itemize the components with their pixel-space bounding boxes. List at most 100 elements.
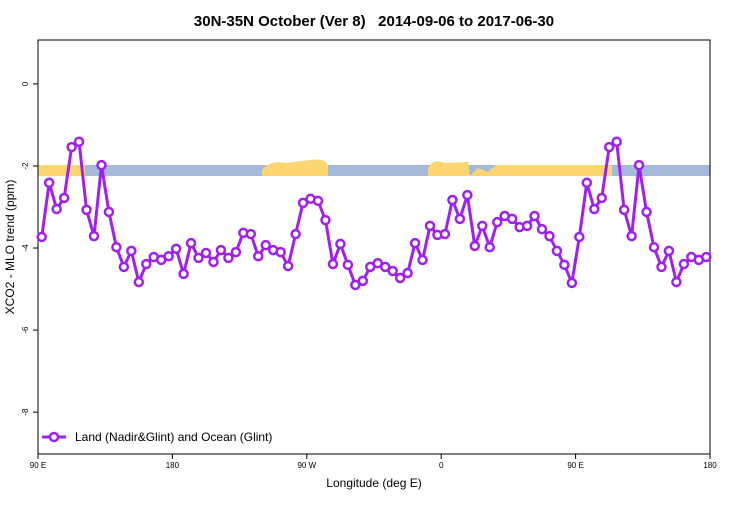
data-point	[574, 231, 585, 243]
data-point	[245, 228, 257, 240]
data-point	[297, 197, 309, 209]
data-point	[178, 268, 189, 280]
land-band	[38, 165, 85, 176]
data-point	[536, 223, 548, 235]
data-point	[447, 194, 458, 206]
data-point	[454, 213, 466, 225]
data-point	[66, 141, 77, 153]
data-point	[671, 276, 682, 288]
x-tick-label: 90 E	[567, 461, 583, 470]
data-point	[163, 250, 174, 262]
data-point	[529, 210, 540, 222]
data-point	[439, 228, 451, 240]
data-point	[469, 240, 481, 252]
data-point	[170, 243, 182, 255]
x-tick-label: 0	[439, 461, 444, 470]
data-point	[484, 241, 495, 253]
y-tick-label: -2	[21, 162, 30, 170]
x-tick-label: 90 W	[297, 461, 316, 470]
data-point	[253, 250, 264, 262]
data-point	[559, 259, 570, 271]
data-point	[701, 251, 712, 263]
legend-marker	[48, 431, 60, 443]
data-point	[282, 260, 294, 272]
plot-frame	[37, 39, 711, 455]
data-point	[118, 261, 130, 273]
y-axis-label: XCO2 - MLO trend (ppm)	[3, 180, 17, 315]
data-point	[193, 252, 204, 264]
data-point	[596, 192, 607, 204]
data-point	[544, 230, 555, 242]
data-point	[215, 244, 227, 256]
data-point	[409, 237, 421, 249]
data-point	[581, 177, 593, 189]
data-point	[290, 228, 301, 240]
data-point	[327, 258, 339, 270]
data-point	[633, 159, 645, 171]
data-point	[141, 258, 152, 270]
data-point	[51, 203, 62, 215]
data-point	[230, 246, 242, 258]
x-tick-label: 90 E	[30, 461, 46, 470]
data-point	[491, 216, 503, 228]
chart-title: 30N-35N October (Ver 8) 2014-09-06 to 20…	[194, 13, 554, 30]
data-point	[648, 241, 660, 253]
data-point	[663, 245, 675, 257]
data-point	[626, 230, 637, 242]
data-point	[36, 231, 47, 243]
data-point	[462, 189, 473, 201]
data-point	[208, 256, 219, 268]
data-point	[379, 261, 391, 273]
data-point	[551, 245, 563, 257]
data-point	[126, 245, 137, 257]
data-point	[320, 214, 331, 226]
land-band	[470, 165, 612, 176]
land-band	[262, 159, 328, 176]
x-tick-label: 180	[166, 461, 180, 470]
data-point	[424, 220, 436, 232]
land-band	[428, 161, 470, 176]
data-point	[618, 204, 630, 216]
data-point	[223, 252, 234, 264]
y-tick-label: 0	[21, 81, 30, 86]
y-tick-label: -8	[21, 408, 30, 416]
data-point	[200, 247, 212, 259]
data-point	[387, 265, 398, 277]
y-tick-label: -4	[21, 244, 30, 252]
data-point	[81, 204, 92, 216]
data-point	[589, 203, 600, 215]
data-point	[111, 241, 122, 253]
data-point	[342, 259, 354, 271]
legend-label: Land (Nadir&Glint) and Ocean (Glint)	[75, 430, 272, 444]
data-point	[133, 276, 145, 288]
data-point	[641, 206, 652, 218]
data-point	[477, 220, 488, 232]
x-tick-label: 180	[703, 461, 717, 470]
data-point	[357, 275, 369, 287]
ocean-band	[38, 165, 710, 176]
data-point	[350, 279, 361, 291]
data-point	[335, 238, 346, 250]
data-point	[275, 246, 286, 258]
y-tick-label: -6	[21, 326, 30, 334]
data-point	[43, 177, 55, 189]
data-point	[656, 261, 667, 273]
data-point	[678, 258, 690, 270]
land-ocean-band	[38, 159, 710, 176]
data-point	[312, 195, 324, 207]
data-point	[603, 141, 615, 153]
data-point	[73, 136, 85, 148]
data-point	[394, 272, 406, 284]
data-point	[88, 230, 100, 242]
data-point	[185, 237, 197, 249]
data-point	[103, 206, 115, 218]
data-point	[506, 213, 518, 225]
data-point	[260, 239, 271, 251]
data-point	[611, 136, 622, 148]
data-point	[402, 267, 413, 279]
x-axis-label: Longitude (deg E)	[326, 476, 421, 490]
data-point	[566, 277, 578, 289]
data-point	[417, 254, 428, 266]
data-point	[58, 192, 70, 204]
